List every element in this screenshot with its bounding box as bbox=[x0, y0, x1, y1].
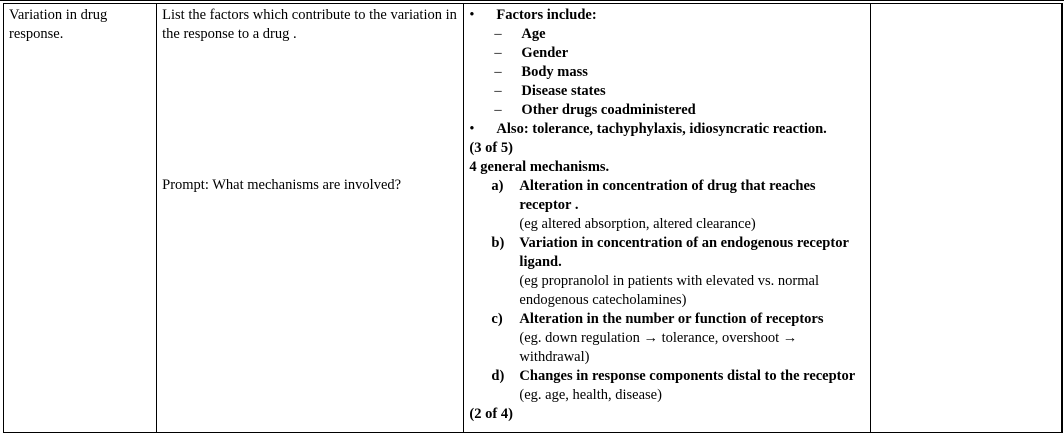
dash-glyph: – bbox=[494, 64, 502, 80]
list-item: – Gender bbox=[469, 44, 864, 63]
mechanism-head: Changes in response components distal to… bbox=[519, 368, 856, 384]
prompt-text: Prompt: What mechanisms are involved? bbox=[162, 177, 402, 193]
mechanism-example: (eg altered absorption, altered clearanc… bbox=[519, 216, 756, 232]
factors-heading: Factors include: bbox=[496, 7, 597, 23]
question-text: List the factors which contribute to the… bbox=[162, 7, 457, 42]
topic-cell: Variation in drug response. bbox=[2, 3, 158, 433]
mechanism-example: (eg propranolol in patients with elevate… bbox=[519, 273, 820, 308]
edge-cell bbox=[1060, 3, 1064, 433]
bullet-glyph: • bbox=[469, 121, 475, 137]
mechanism-head: Alteration in concentration of drug that… bbox=[519, 178, 816, 213]
mechanism-letter: a) bbox=[491, 178, 504, 194]
mechanism-item: c) Alteration in the number or function … bbox=[469, 310, 864, 367]
also-bullet: • Also: tolerance, tachyphylaxis, idiosy… bbox=[469, 120, 864, 139]
mechanism-letter: c) bbox=[491, 311, 503, 327]
also-text: Also: tolerance, tachyphylaxis, idiosync… bbox=[496, 121, 827, 137]
mechanisms-heading: 4 general mechanisms. bbox=[469, 159, 610, 175]
mechanism-example: (eg. age, health, disease) bbox=[519, 387, 662, 403]
score-second: (2 of 4) bbox=[469, 406, 513, 422]
answer-cell: • Factors include: – Age – Gender – Body ma… bbox=[463, 3, 871, 433]
dash-glyph: – bbox=[494, 102, 502, 118]
list-item: – Other drugs coadministered bbox=[469, 101, 864, 120]
table-top-rule bbox=[0, 0, 1064, 4]
mechanism-item: d) Changes in response components distal… bbox=[469, 367, 864, 405]
list-item: – Body mass bbox=[469, 63, 864, 82]
notes-cell bbox=[869, 3, 1062, 433]
mechanism-item: a) Alteration in concentration of drug t… bbox=[469, 177, 864, 234]
mechanism-head: Alteration in the number or function of … bbox=[519, 311, 824, 327]
factors-bullet: • Factors include: bbox=[469, 6, 864, 25]
dash-glyph: – bbox=[494, 26, 502, 42]
topic-text: Variation in drug response. bbox=[9, 7, 108, 42]
mechanism-example: (eg. down regulation → tolerance, oversh… bbox=[519, 330, 798, 365]
factor-item: Disease states bbox=[521, 83, 606, 99]
mechanism-letter: b) bbox=[491, 235, 505, 251]
mechanism-item: b) Variation in concentration of an endo… bbox=[469, 234, 864, 310]
table-row: Variation in drug response. List the fac… bbox=[2, 3, 1064, 433]
score-first: (3 of 5) bbox=[469, 140, 513, 156]
question-cell: List the factors which contribute to the… bbox=[156, 3, 465, 433]
mechanism-letter: d) bbox=[491, 368, 505, 384]
list-item: – Age bbox=[469, 25, 864, 44]
dash-glyph: – bbox=[494, 83, 502, 99]
answer-table: Variation in drug response. List the fac… bbox=[2, 3, 1064, 433]
bullet-glyph: • bbox=[469, 7, 475, 23]
factor-item: Age bbox=[521, 26, 546, 42]
factor-item: Gender bbox=[521, 45, 569, 61]
dash-glyph: – bbox=[494, 45, 502, 61]
factor-item: Body mass bbox=[521, 64, 588, 80]
factor-item: Other drugs coadministered bbox=[521, 102, 696, 118]
mechanism-head: Variation in concentration of an endogen… bbox=[519, 235, 849, 270]
list-item: – Disease states bbox=[469, 82, 864, 101]
